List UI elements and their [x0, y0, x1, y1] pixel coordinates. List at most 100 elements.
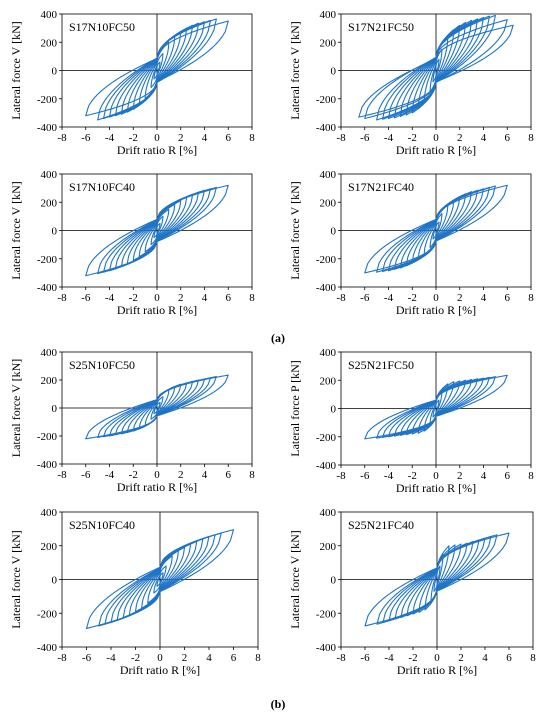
x-tick-label: -6 [360, 652, 370, 664]
y-tick-label: -200 [316, 608, 337, 620]
hysteresis-loop-cycle [411, 380, 461, 435]
y-axis-label: Lateral force P [kN] [288, 360, 302, 457]
y-tick-label: -400 [316, 122, 337, 134]
hysteresis-loops [364, 374, 508, 440]
y-tick-label: 200 [320, 197, 337, 209]
y-tick-label: 200 [41, 37, 58, 49]
x-tick-label: -6 [81, 292, 91, 304]
x-tick-label: 8 [528, 132, 534, 144]
x-tick-label: 4 [202, 292, 208, 304]
x-tick-label: 2 [458, 652, 464, 664]
x-tick-label: 4 [202, 132, 208, 144]
hysteresis-loop-cycle [417, 381, 455, 434]
x-tick-label: -2 [408, 132, 417, 144]
hysteresis-loop-cycle [387, 16, 485, 120]
x-tick-label: 6 [226, 292, 232, 304]
x-tick-label: 6 [231, 652, 237, 664]
hysteresis-loops [85, 374, 229, 440]
y-tick-label: 200 [41, 375, 58, 387]
x-tick-label: 2 [182, 652, 188, 664]
hysteresis-loop-cycle [147, 555, 173, 604]
x-axis-label: Drift ratio R [%] [117, 303, 197, 317]
y-tick-label: 0 [331, 575, 337, 587]
y-tick-label: 200 [320, 541, 337, 553]
caption-b: (b) [271, 697, 286, 711]
x-axis-label: Drift ratio R [%] [397, 663, 477, 677]
x-tick-label: 0 [433, 292, 439, 304]
x-tick-label: 4 [481, 470, 487, 482]
x-axis-label: Drift ratio R [%] [120, 663, 200, 677]
y-tick-label: -200 [37, 254, 58, 266]
x-tick-label: -8 [336, 652, 346, 664]
hysteresis-loop-cycle [97, 18, 217, 121]
x-tick-label: 2 [457, 470, 463, 482]
panel-S25N10FC40: -8 -6 -4 -2 0 2 4 6 8 -400 -200 0 200 400 Drift ratio … [9, 507, 261, 677]
hysteresis-loop-cycle [153, 61, 161, 80]
x-tick-label: -6 [81, 469, 91, 481]
x-tick-label: 0 [434, 652, 440, 664]
panel-S17N10FC40: -8 -6 -4 -2 0 2 4 6 8 -400 -200 0 200 400 Drift ratio … [9, 169, 255, 317]
hysteresis-loop-cycle [144, 208, 170, 253]
x-tick-label: -2 [408, 292, 417, 304]
panel-S25N21FC50: -8 -6 -4 -2 0 2 4 6 8 -400 -200 0 200 400 Drift ratio … [288, 347, 534, 495]
y-tick-label: -200 [37, 94, 58, 106]
y-axis-label: Lateral force V [kN] [9, 530, 23, 629]
y-axis-label: Lateral force V [kN] [288, 21, 302, 120]
x-tick-label: -4 [106, 652, 116, 664]
y-tick-label: 200 [320, 375, 337, 387]
hysteresis-loop-cycle [85, 20, 229, 117]
specimen-label: S25N21FC50 [348, 358, 414, 372]
hysteresis-loop-cycle [364, 532, 510, 627]
y-tick-label: 200 [320, 37, 337, 49]
specimen-label: S17N10FC40 [69, 180, 135, 194]
y-tick-label: 0 [52, 226, 58, 238]
x-tick-label: 6 [505, 470, 511, 482]
x-axis-label: Drift ratio R [%] [396, 481, 476, 495]
x-tick-label: -2 [408, 470, 417, 482]
hysteresis-loops [85, 529, 235, 629]
x-tick-label: 0 [157, 652, 163, 664]
hysteresis-loop-cycle [432, 221, 440, 240]
x-tick-label: -2 [129, 469, 138, 481]
y-tick-label: 0 [331, 226, 337, 238]
x-tick-label: -8 [57, 469, 67, 481]
y-tick-label: 400 [320, 347, 337, 359]
x-tick-label: 0 [433, 470, 439, 482]
x-tick-label: -8 [336, 470, 346, 482]
hysteresis-loop-cycle [393, 18, 479, 119]
hysteresis-loop-cycle [376, 534, 498, 625]
x-tick-label: -4 [384, 292, 394, 304]
hysteresis-loop-cycle [382, 15, 490, 120]
x-tick-label: 6 [226, 132, 232, 144]
hysteresis-loop-cycle [364, 374, 508, 440]
x-axis-label: Drift ratio R [%] [117, 143, 197, 157]
x-tick-label: 6 [226, 469, 232, 481]
x-tick-label: 8 [255, 652, 261, 664]
x-tick-label: -6 [360, 470, 370, 482]
x-tick-label: 6 [506, 652, 512, 664]
x-tick-label: -8 [336, 132, 346, 144]
hysteresis-loop-cycle [405, 21, 467, 116]
hysteresis-loop-cycle [85, 184, 229, 277]
y-tick-label: 200 [41, 541, 58, 553]
hysteresis-loop-cycle [150, 396, 164, 420]
specimen-label: S25N10FC40 [69, 518, 135, 532]
x-tick-label: 4 [481, 132, 487, 144]
specimen-label: S17N10FC50 [69, 20, 135, 34]
y-tick-label: -200 [37, 608, 58, 620]
x-axis-label: Drift ratio R [%] [396, 303, 476, 317]
x-tick-label: -4 [384, 470, 394, 482]
specimen-label: S17N21FC50 [348, 20, 414, 34]
x-tick-label: 4 [206, 652, 212, 664]
y-tick-label: 400 [41, 9, 58, 21]
y-tick-label: -400 [37, 122, 58, 134]
x-tick-label: 8 [528, 292, 534, 304]
x-tick-label: 4 [202, 469, 208, 481]
y-tick-label: 0 [52, 66, 58, 78]
y-tick-label: 0 [331, 66, 337, 78]
hysteresis-loop-cycle [429, 213, 443, 248]
y-tick-label: 400 [41, 507, 58, 519]
hysteresis-loop-cycle [150, 53, 164, 88]
x-tick-label: -6 [360, 292, 370, 304]
